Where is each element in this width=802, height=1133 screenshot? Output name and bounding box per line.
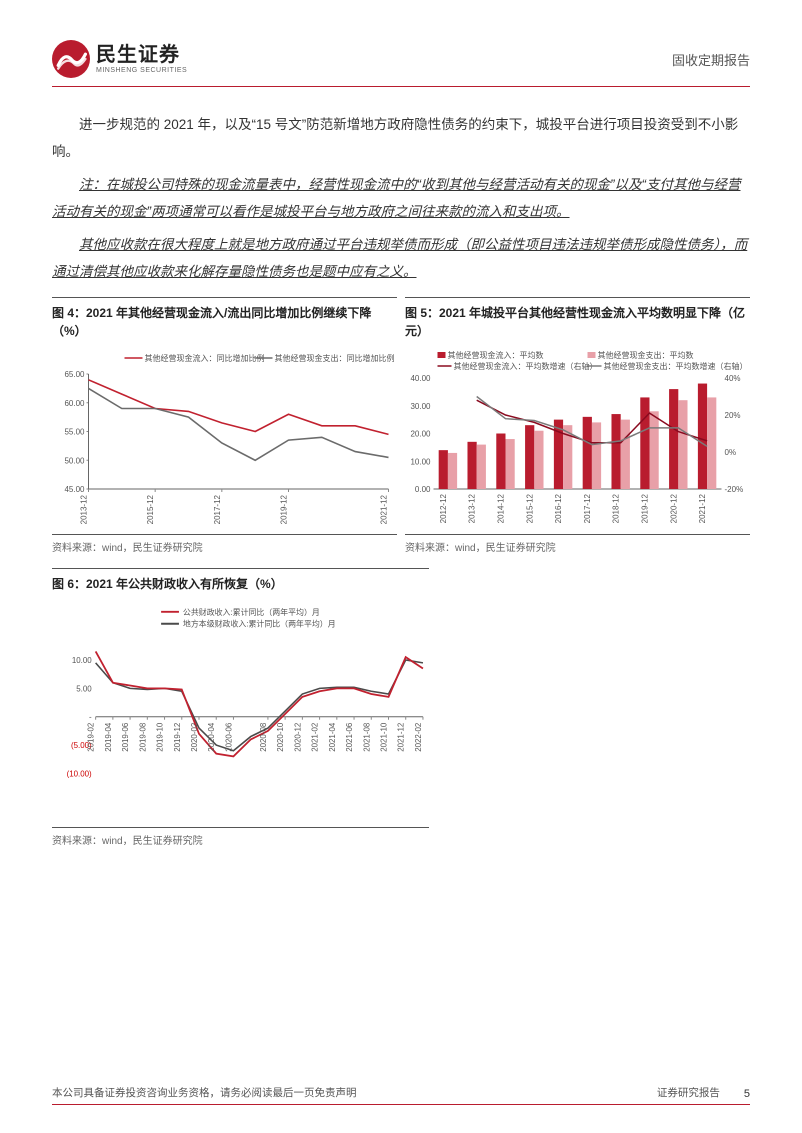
svg-text:65.00: 65.00 — [64, 370, 85, 379]
fig6-title: 图 6：2021 年公共财政收入有所恢复（%） — [52, 568, 429, 599]
svg-text:50.00: 50.00 — [64, 456, 85, 465]
svg-text:-20%: -20% — [725, 485, 744, 494]
logo-en: MINSHENG SECURITIES — [96, 67, 187, 74]
footer-disclaimer: 本公司具备证券投资咨询业务资格，请务必阅读最后一页免责声明 — [52, 1085, 357, 1100]
svg-text:2020-12: 2020-12 — [669, 493, 678, 523]
fig6-source: 资料来源：wind，民生证券研究院 — [52, 828, 429, 849]
svg-text:2021-12: 2021-12 — [380, 494, 389, 524]
svg-text:20.00: 20.00 — [410, 430, 431, 439]
figure-6: 图 6：2021 年公共财政收入有所恢复（%） 公共财政收入:累计同比（两年平均… — [52, 568, 429, 849]
svg-text:60.00: 60.00 — [64, 399, 85, 408]
svg-text:5.00: 5.00 — [76, 684, 92, 693]
svg-text:2016-12: 2016-12 — [554, 493, 563, 523]
svg-text:2020-06: 2020-06 — [224, 722, 233, 752]
svg-text:其他经营现金支出：平均数: 其他经营现金支出：平均数 — [598, 350, 694, 360]
svg-text:2020-04: 2020-04 — [207, 722, 216, 752]
fig4-title: 图 4：2021 年其他经营现金流入/流出同比增加比例继续下降（%） — [52, 297, 397, 346]
svg-text:2015-12: 2015-12 — [525, 493, 534, 523]
chart-row-1: 图 4：2021 年其他经营现金流入/流出同比增加比例继续下降（%） 其他经营现… — [52, 297, 750, 556]
svg-text:2012-12: 2012-12 — [439, 493, 448, 523]
svg-text:45.00: 45.00 — [64, 485, 85, 494]
svg-text:其他经营现金支出：平均数增速（右轴）: 其他经营现金支出：平均数增速（右轴） — [604, 361, 748, 371]
logo: 民生证券 MINSHENG SECURITIES — [52, 40, 187, 78]
svg-text:2019-12: 2019-12 — [641, 493, 650, 523]
fig5-chart: 其他经营现金流入：平均数 其他经营现金支出：平均数其他经营现金流入：平均数增速（右… — [405, 346, 750, 535]
para-3: 其他应收款在很大程度上就是地方政府通过平台违规举债而形成（即公益性项目违法违规举… — [52, 231, 750, 285]
svg-text:2019-08: 2019-08 — [138, 722, 147, 752]
svg-text:2019-12: 2019-12 — [280, 494, 289, 524]
svg-text:2021-10: 2021-10 — [380, 722, 389, 752]
svg-text:2014-12: 2014-12 — [497, 493, 506, 523]
logo-text: 民生证券 MINSHENG SECURITIES — [96, 45, 187, 74]
svg-text:2019-06: 2019-06 — [121, 722, 130, 752]
svg-text:2020-12: 2020-12 — [293, 723, 302, 752]
svg-text:2020-10: 2020-10 — [276, 722, 285, 752]
svg-text:40%: 40% — [725, 374, 741, 383]
svg-text:2017-12: 2017-12 — [213, 494, 222, 524]
svg-text:2021-04: 2021-04 — [328, 722, 337, 752]
svg-text:-: - — [89, 713, 92, 722]
page-footer: 本公司具备证券投资咨询业务资格，请务必阅读最后一页免责声明 证券研究报告 5 — [52, 1085, 750, 1105]
footer-doc-label: 证券研究报告 — [657, 1085, 720, 1100]
fig5-source: 资料来源：wind，民生证券研究院 — [405, 535, 750, 556]
logo-icon — [52, 40, 90, 78]
svg-text:55.00: 55.00 — [64, 428, 85, 437]
svg-text:2020-02: 2020-02 — [190, 723, 199, 752]
svg-text:2019-10: 2019-10 — [156, 722, 165, 752]
svg-text:2017-12: 2017-12 — [583, 493, 592, 523]
figure-5: 图 5：2021 年城投平台其他经营性现金流入平均数明显下降（亿元） 其他经营现… — [405, 297, 750, 556]
para-1: 进一步规范的 2021 年，以及“15 号文”防范新增地方政府隐性债务的约束下，… — [52, 111, 750, 165]
page-number: 5 — [744, 1088, 750, 1100]
svg-text:30.00: 30.00 — [410, 402, 431, 411]
figure-4: 图 4：2021 年其他经营现金流入/流出同比增加比例继续下降（%） 其他经营现… — [52, 297, 397, 556]
svg-text:20%: 20% — [725, 411, 741, 420]
svg-text:(10.00): (10.00) — [67, 769, 92, 778]
svg-text:2015-12: 2015-12 — [146, 494, 155, 524]
svg-text:2019-02: 2019-02 — [87, 723, 96, 752]
svg-text:2019-04: 2019-04 — [104, 722, 113, 752]
svg-text:2019-12: 2019-12 — [173, 723, 182, 752]
svg-text:10.00: 10.00 — [72, 656, 92, 665]
report-type: 固收定期报告 — [672, 50, 750, 69]
fig4-source: 资料来源：wind，民生证券研究院 — [52, 535, 397, 556]
fig5-title: 图 5：2021 年城投平台其他经营性现金流入平均数明显下降（亿元） — [405, 297, 750, 346]
svg-text:2022-02: 2022-02 — [414, 723, 423, 752]
svg-text:其他经营现金流入：平均数: 其他经营现金流入：平均数 — [448, 350, 544, 360]
svg-text:2021-02: 2021-02 — [311, 723, 320, 752]
svg-text:2018-12: 2018-12 — [612, 493, 621, 523]
svg-text:其他经营现金支出：同比增加比例: 其他经营现金支出：同比增加比例 — [275, 353, 395, 363]
svg-text:2021-12: 2021-12 — [397, 723, 406, 752]
svg-text:2013-12: 2013-12 — [468, 493, 477, 523]
fig6-chart: 公共财政收入:累计同比（两年平均）月地方本级财政收入:累计同比（两年平均）月 - 5… — [52, 599, 429, 828]
para-2: 注：在城投公司特殊的现金流量表中，经营性现金流中的“收到其他与经营活动有关的现金… — [52, 171, 750, 225]
svg-text:2021-08: 2021-08 — [362, 722, 371, 752]
svg-text:其他经营现金流入：平均数增速（右轴）: 其他经营现金流入：平均数增速（右轴） — [454, 361, 598, 371]
svg-text:40.00: 40.00 — [410, 374, 431, 383]
svg-text:2021-06: 2021-06 — [345, 722, 354, 752]
logo-cn: 民生证券 — [96, 45, 187, 65]
svg-text:地方本级财政收入:累计同比（两年平均）月: 地方本级财政收入:累计同比（两年平均）月 — [183, 619, 336, 629]
svg-text:其他经营现金流入：同比增加比例: 其他经营现金流入：同比增加比例 — [145, 353, 265, 363]
chart-row-2: 图 6：2021 年公共财政收入有所恢复（%） 公共财政收入:累计同比（两年平均… — [52, 568, 750, 849]
svg-text:公共财政收入:累计同比（两年平均）月: 公共财政收入:累计同比（两年平均）月 — [183, 607, 320, 617]
body-text: 进一步规范的 2021 年，以及“15 号文”防范新增地方政府隐性债务的约束下，… — [52, 111, 750, 285]
fig4-chart: 其他经营现金流入：同比增加比例其他经营现金支出：同比增加比例 45.00 50.00… — [52, 346, 397, 535]
svg-text:2013-12: 2013-12 — [80, 494, 89, 524]
page-header: 民生证券 MINSHENG SECURITIES 固收定期报告 — [52, 40, 750, 87]
svg-text:0.00: 0.00 — [415, 485, 431, 494]
svg-text:0%: 0% — [725, 448, 737, 457]
svg-text:2020-08: 2020-08 — [259, 722, 268, 752]
svg-text:2021-12: 2021-12 — [698, 493, 707, 523]
svg-text:10.00: 10.00 — [410, 457, 431, 466]
